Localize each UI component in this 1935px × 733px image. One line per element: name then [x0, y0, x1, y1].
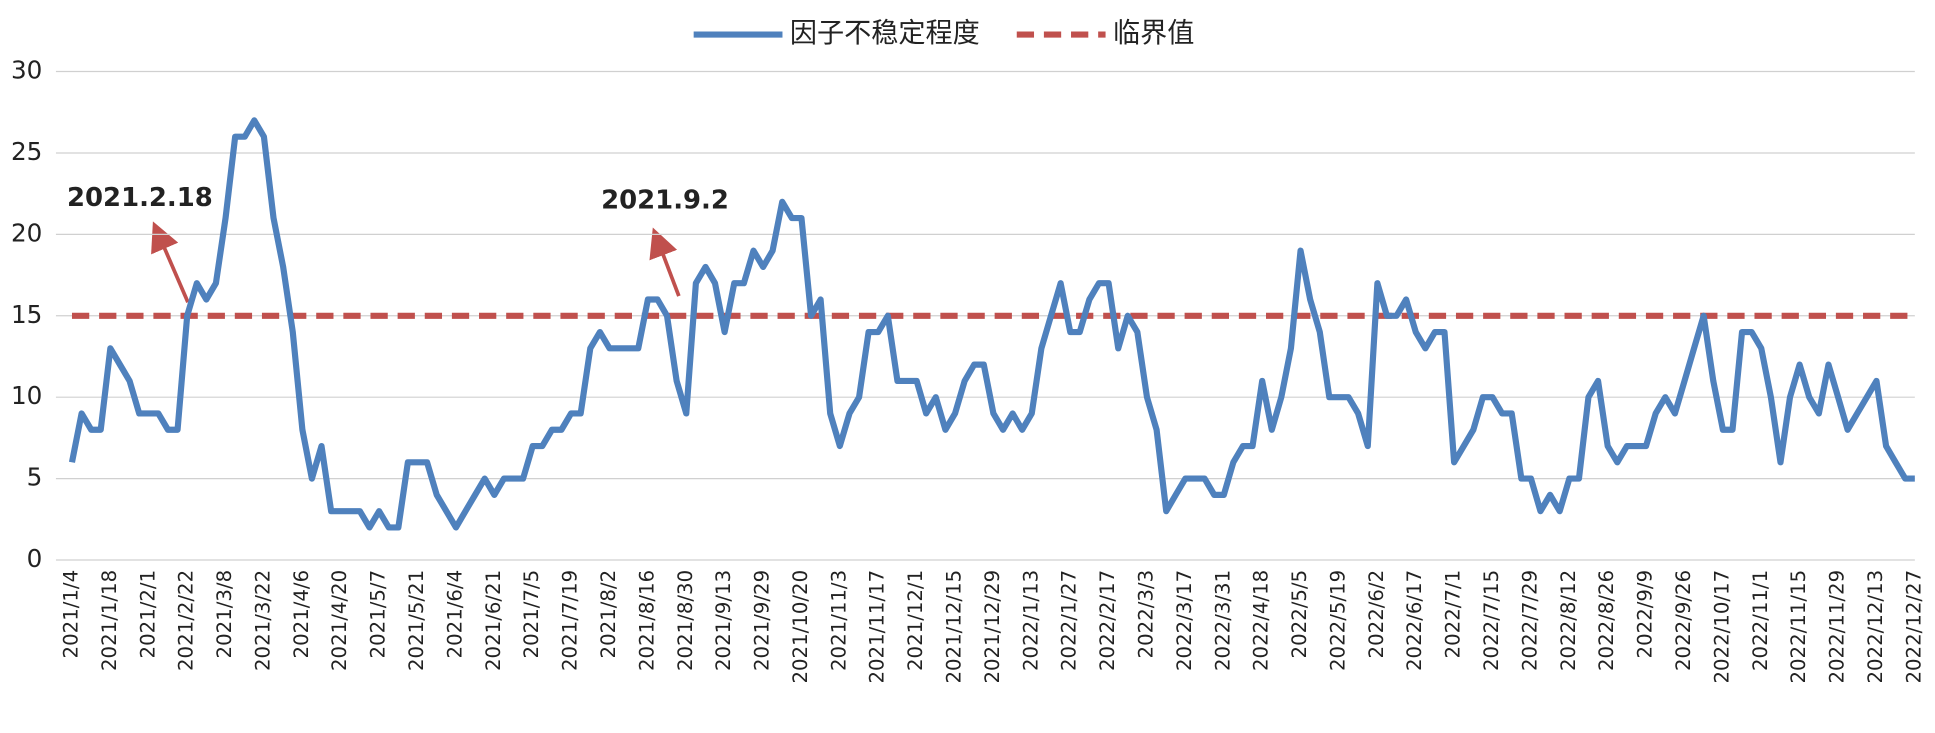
y-tick-label: 15	[11, 300, 42, 329]
x-tick-label: 2021/4/20	[328, 570, 351, 671]
x-tick-label: 2021/11/17	[866, 570, 889, 684]
x-tick-label: 2021/5/21	[405, 570, 428, 671]
x-tick-label: 2021/7/19	[559, 570, 582, 671]
x-tick-label: 2021/8/30	[674, 570, 697, 671]
x-tick-label: 2021/6/21	[482, 570, 505, 671]
x-tick-label: 2022/8/12	[1557, 570, 1580, 671]
y-tick-label: 25	[11, 137, 42, 166]
y-tick-label: 10	[11, 381, 42, 410]
x-tick-label: 2022/10/17	[1710, 570, 1733, 684]
x-tick-label: 2022/3/3	[1134, 570, 1157, 659]
x-tick-label: 2022/9/9	[1634, 570, 1657, 659]
x-tick-label: 2021/11/3	[827, 570, 850, 671]
y-tick-label: 0	[27, 544, 43, 573]
x-tick-label: 2021/1/4	[59, 570, 82, 659]
x-tick-label: 2022/11/1	[1749, 570, 1772, 671]
x-tick-label: 2022/11/15	[1787, 570, 1810, 684]
x-tick-label: 2022/2/17	[1096, 570, 1119, 671]
x-tick-label: 2022/12/27	[1902, 570, 1925, 684]
x-tick-label: 2022/7/15	[1480, 570, 1503, 671]
data-line	[68, 117, 1915, 531]
x-tick-label: 2022/4/18	[1250, 570, 1273, 671]
x-tick-label: 2022/12/13	[1864, 570, 1887, 684]
x-tick-label: 2021/3/8	[213, 570, 236, 659]
x-tick-label: 2021/12/29	[981, 570, 1004, 684]
annotation-arrow	[151, 221, 190, 303]
x-tick-label: 2021/8/2	[597, 570, 620, 659]
x-tick-label: 2021/2/22	[175, 570, 198, 671]
x-tick-label: 2021/2/1	[136, 570, 159, 659]
x-tick-label: 2022/3/31	[1211, 570, 1234, 671]
x-tick-label: 2021/3/22	[251, 570, 274, 671]
x-tick-label: 2021/4/6	[290, 570, 313, 659]
x-tick-label: 2022/5/19	[1326, 570, 1349, 671]
annotation-arrow	[649, 227, 681, 297]
x-tick-label: 2021/5/7	[367, 570, 390, 659]
y-tick-label: 30	[11, 56, 42, 85]
x-tick-label: 2021/1/18	[98, 570, 121, 671]
x-tick-label: 2022/5/5	[1288, 570, 1311, 659]
x-tick-label: 2022/7/29	[1518, 570, 1541, 671]
x-tick-label: 2022/6/17	[1403, 570, 1426, 671]
x-tick-label: 2021/9/13	[712, 570, 735, 671]
x-tick-label: 2022/11/29	[1826, 570, 1849, 684]
x-tick-label: 2022/9/26	[1672, 570, 1695, 671]
y-tick-label: 5	[27, 463, 43, 492]
x-tick-label: 2021/12/1	[904, 570, 927, 671]
y-tick-label: 20	[11, 218, 42, 247]
legend-label: 因子不稳定程度	[790, 18, 980, 49]
x-tick-label: 2022/7/1	[1442, 570, 1465, 659]
x-tick-label: 2022/6/2	[1365, 570, 1388, 659]
x-tick-label: 2022/3/17	[1173, 570, 1196, 671]
legend-label: 临界值	[1113, 18, 1194, 49]
x-tick-label: 2021/9/29	[751, 570, 774, 671]
x-tick-label: 2022/1/27	[1058, 570, 1081, 671]
x-tick-label: 2021/6/4	[443, 570, 466, 659]
annotation: 2021.9.2	[601, 186, 729, 216]
x-tick-label: 2021/10/20	[789, 570, 812, 684]
annotation: 2021.2.18	[67, 183, 213, 213]
x-tick-label: 2022/1/13	[1019, 570, 1042, 671]
x-tick-label: 2022/8/26	[1595, 570, 1618, 671]
x-tick-label: 2021/12/15	[943, 570, 966, 684]
x-tick-label: 2021/8/16	[635, 570, 658, 671]
x-tick-label: 2021/7/5	[520, 570, 543, 659]
